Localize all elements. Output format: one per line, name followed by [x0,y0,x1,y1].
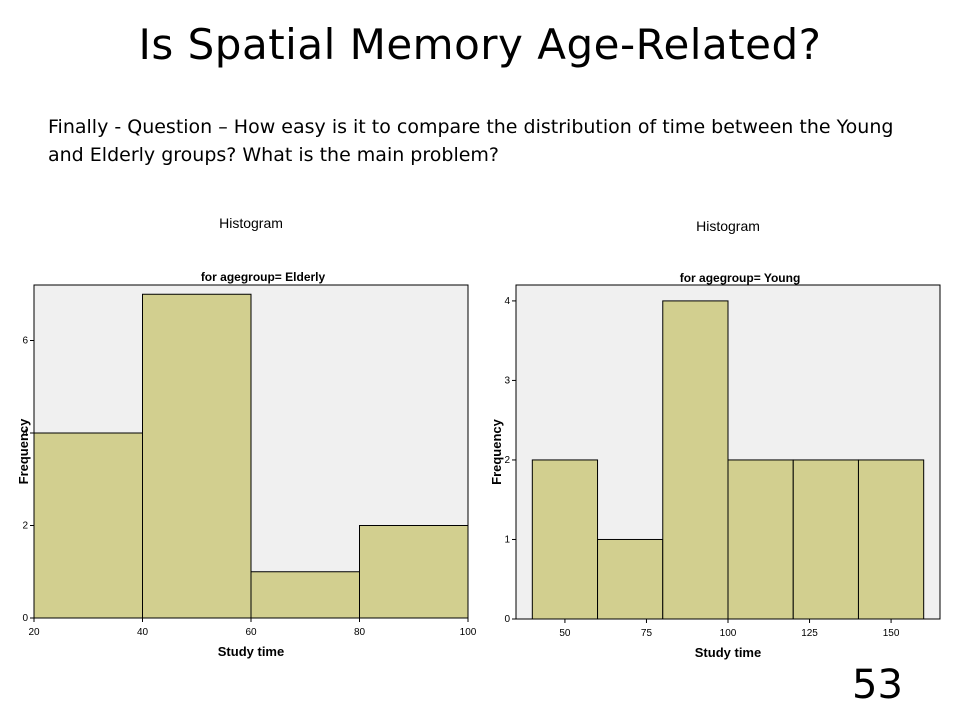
y-tick-label: 0 [504,614,510,625]
chart-title: Histogram [696,218,760,234]
histogram-bar [727,459,794,620]
histogram-bar [792,459,859,620]
y-axis-label: Frequency [16,418,31,485]
x-tick-label: 20 [28,627,40,638]
x-tick-label: 100 [460,627,477,638]
y-tick-label: 0 [22,613,28,624]
chart-subtitle: for agegroup= Young [680,271,801,285]
histogram-young: Histogram for agegroup= Young 50 75 100 125 15… [489,218,941,660]
y-tick-label: 1 [504,534,510,545]
y-tick-label: 4 [22,428,28,439]
histogram-bar [531,459,599,620]
histogram-bar [662,300,729,620]
x-tick-label: 50 [559,628,571,639]
x-tick-label: 75 [641,628,653,639]
y-tick-label: 3 [504,375,510,386]
x-tick-label: 100 [720,628,737,639]
x-tick-label: 150 [883,628,900,639]
chart-subtitle: for agegroup= Elderly [201,270,326,284]
chart-title: Histogram [219,215,283,231]
histogram-bar [250,571,360,619]
histogram-bar [359,525,469,619]
x-axis-label: Study time [218,644,284,659]
y-tick-label: 2 [22,521,28,532]
x-tick-label: 40 [137,627,149,638]
x-axis-label: Study time [695,645,761,660]
histogram-bar [857,459,925,620]
question-text: Finally - Question – How easy is it to c… [48,116,894,166]
x-tick-label: 80 [354,627,366,638]
y-tick-label: 6 [22,336,28,347]
histogram-bar [597,538,664,620]
histogram-bar [33,432,143,619]
y-tick-label: 2 [504,455,510,466]
x-tick-label: 60 [245,627,257,638]
y-tick-label: 4 [504,296,510,307]
page-number: 53 [852,662,903,708]
histogram-bar [142,293,252,619]
x-tick-label: 125 [801,628,818,639]
y-axis-label: Frequency [489,418,504,485]
slide-title: Is Spatial Memory Age-Related? [138,20,822,69]
